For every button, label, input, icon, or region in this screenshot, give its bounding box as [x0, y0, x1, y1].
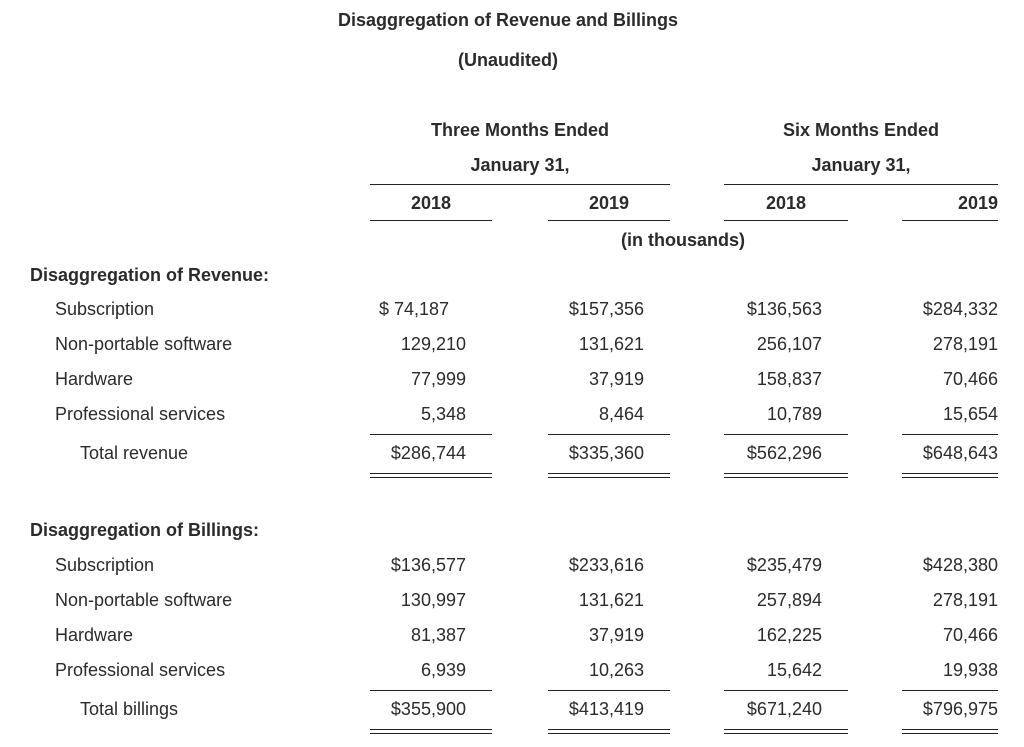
billings-section-heading: Disaggregation of Billings:	[30, 520, 260, 540]
billings-value: 19,938	[942, 660, 998, 680]
billings-value: 278,191	[932, 590, 998, 610]
revenue-value: 278,191	[932, 334, 998, 354]
period-rule-three-months	[370, 184, 670, 185]
billings-value: 130,997	[400, 590, 466, 610]
row-label: Subscription	[55, 299, 155, 319]
subtotal-rule	[370, 690, 492, 691]
total-double-rule	[370, 473, 492, 478]
year-rule	[370, 220, 492, 221]
revenue-value: 131,621	[578, 334, 644, 354]
billings-total-value: $796,975	[922, 699, 998, 719]
revenue-value: 77,999	[410, 369, 466, 389]
total-double-rule	[370, 729, 492, 734]
subtotal-rule	[724, 434, 848, 435]
billings-value: $428,380	[922, 555, 998, 575]
billings-value: $233,616	[568, 555, 644, 575]
billings-value: $235,479	[746, 555, 822, 575]
billings-value: 131,621	[578, 590, 644, 610]
revenue-total-value: $648,643	[922, 443, 998, 463]
revenue-value: 10,789	[766, 404, 822, 424]
period-header-six-months-date: January 31,	[811, 155, 911, 175]
revenue-value: 256,107	[756, 334, 822, 354]
year-header: 2019	[957, 193, 998, 213]
subtotal-rule	[724, 690, 848, 691]
revenue-total-value: $335,360	[568, 443, 644, 463]
billings-value: 6,939	[420, 660, 466, 680]
subtotal-rule	[902, 690, 998, 691]
period-header-three-months-date: January 31,	[470, 155, 570, 175]
revenue-value: 8,464	[598, 404, 644, 424]
row-label: Professional services	[55, 404, 226, 424]
total-double-rule	[548, 473, 670, 478]
revenue-total-value: $286,744	[390, 443, 466, 463]
revenue-value: 70,466	[942, 369, 998, 389]
subtotal-rule	[548, 434, 670, 435]
year-header: 2018	[765, 193, 807, 213]
subtotal-rule	[548, 690, 670, 691]
billings-value: 257,894	[756, 590, 822, 610]
period-rule-six-months	[724, 184, 998, 185]
total-double-rule	[902, 473, 998, 478]
row-label: Hardware	[55, 369, 134, 389]
billings-value: 15,642	[766, 660, 822, 680]
total-label: Total billings	[80, 699, 179, 719]
billings-value: $136,577	[390, 555, 466, 575]
revenue-value: $ 74,187	[379, 299, 450, 319]
billings-value: 10,263	[588, 660, 644, 680]
billings-total-value: $671,240	[746, 699, 822, 719]
revenue-value: 5,348	[420, 404, 466, 424]
revenue-value: 158,837	[756, 369, 822, 389]
page-title: Disaggregation of Revenue and Billings	[337, 10, 679, 30]
row-label: Non-portable software	[55, 334, 233, 354]
billings-total-value: $413,419	[568, 699, 644, 719]
billings-value: 81,387	[410, 625, 466, 645]
year-rule	[548, 220, 670, 221]
total-double-rule	[724, 473, 848, 478]
year-rule	[902, 220, 998, 221]
period-header-six-months: Six Months Ended	[782, 120, 939, 140]
period-header-three-months: Three Months Ended	[430, 120, 609, 140]
total-double-rule	[902, 729, 998, 734]
total-double-rule	[724, 729, 848, 734]
total-label: Total revenue	[80, 443, 189, 463]
subtotal-rule	[902, 434, 998, 435]
revenue-total-value: $562,296	[746, 443, 822, 463]
billings-value: 70,466	[942, 625, 998, 645]
row-label: Hardware	[55, 625, 134, 645]
revenue-value: 15,654	[942, 404, 998, 424]
units-note: (in thousands)	[621, 230, 745, 250]
revenue-value: $284,332	[922, 299, 998, 319]
billings-value: 37,919	[588, 625, 644, 645]
row-label: Subscription	[55, 555, 155, 575]
revenue-value: $136,563	[746, 299, 822, 319]
page-subtitle: (Unaudited)	[458, 50, 558, 70]
revenue-value: 37,919	[588, 369, 644, 389]
row-label: Professional services	[55, 660, 226, 680]
total-double-rule	[548, 729, 670, 734]
row-label: Non-portable software	[55, 590, 233, 610]
revenue-value: $157,356	[568, 299, 644, 319]
billings-total-value: $355,900	[390, 699, 466, 719]
year-header: 2019	[588, 193, 630, 213]
revenue-value: 129,210	[400, 334, 466, 354]
year-rule	[724, 220, 848, 221]
year-header: 2018	[410, 193, 452, 213]
billings-value: 162,225	[756, 625, 822, 645]
revenue-section-heading: Disaggregation of Revenue:	[30, 265, 270, 285]
subtotal-rule	[370, 434, 492, 435]
